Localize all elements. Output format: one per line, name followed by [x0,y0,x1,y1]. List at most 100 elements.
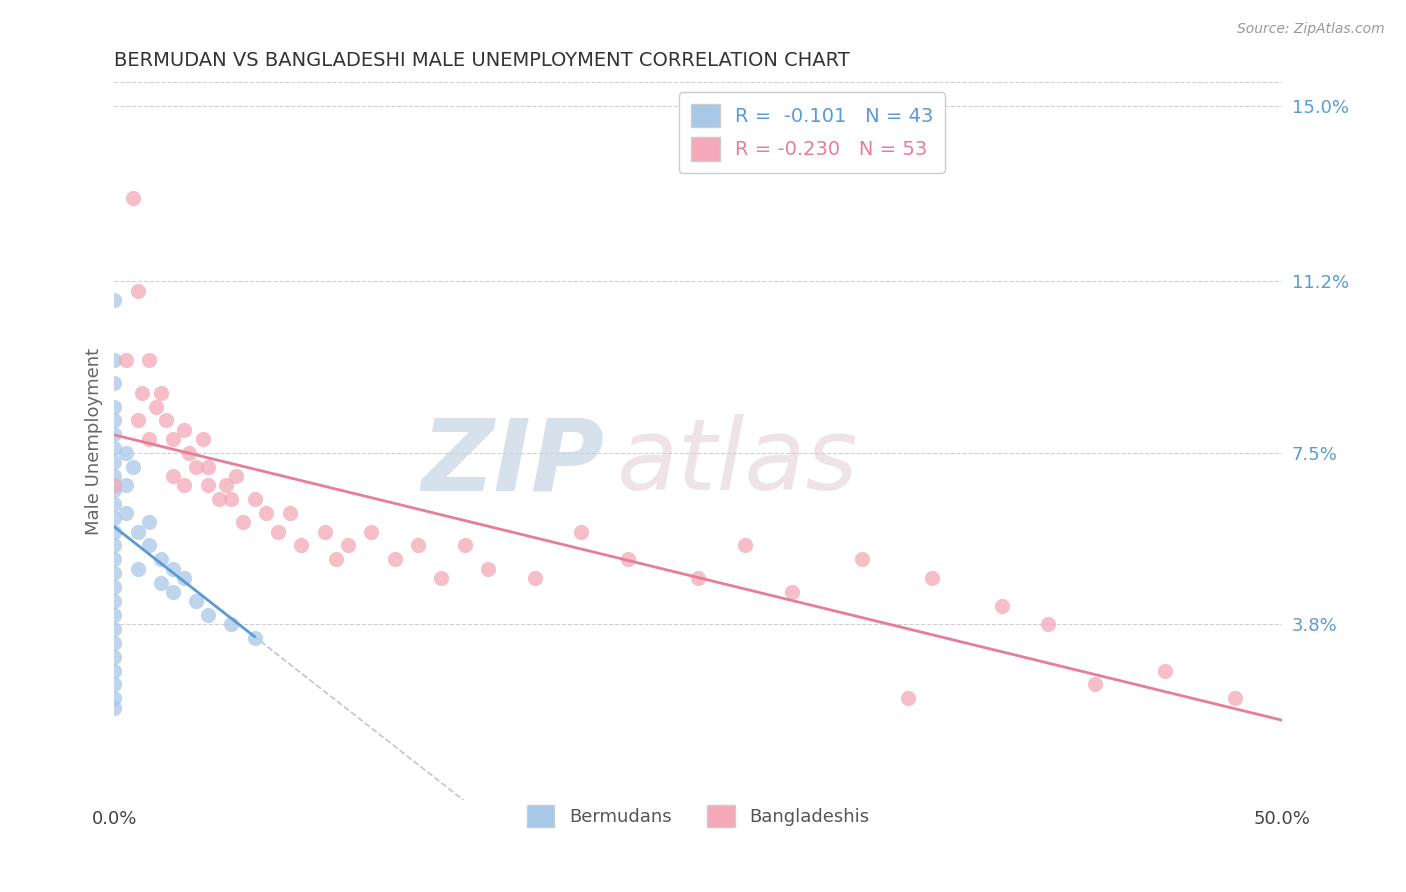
Point [103,483,125,497]
Point [150,575,173,590]
Point [173,571,195,585]
Point [138,353,160,368]
Text: Source: ZipAtlas.com: Source: ZipAtlas.com [1237,22,1385,37]
Point [115,506,138,520]
Point [1084,677,1107,691]
Point [267,524,290,539]
Point [122,191,145,205]
Point [138,539,160,553]
Point [103,691,125,706]
Point [162,432,184,446]
Point [1225,691,1247,706]
Point [243,631,266,645]
Point [225,469,247,483]
Point [115,446,138,460]
Point [131,385,153,400]
Point [278,506,301,520]
Point [103,469,125,483]
Point [103,376,125,391]
Point [103,622,125,636]
Point [103,478,125,492]
Point [173,423,195,437]
Point [138,516,160,530]
Point [197,459,219,474]
Point [103,580,125,594]
Point [145,400,167,414]
Point [197,478,219,492]
Point [290,539,312,553]
Point [103,293,125,307]
Point [384,552,406,566]
Point [232,516,254,530]
Point [688,571,710,585]
Point [103,566,125,581]
Point [360,524,382,539]
Text: ZIP: ZIP [422,414,605,511]
Point [734,539,756,553]
Point [103,636,125,650]
Point [336,539,359,553]
Point [173,478,195,492]
Point [897,691,920,706]
Point [103,539,125,553]
Point [1154,664,1177,678]
Point [162,584,184,599]
Point [155,413,177,427]
Point [430,571,453,585]
Point [1038,617,1060,632]
Point [103,664,125,678]
Point [990,599,1012,613]
Point [406,539,429,553]
Point [103,524,125,539]
Point [103,607,125,622]
Point [103,552,125,566]
Point [453,539,475,553]
Text: atlas: atlas [616,414,858,511]
Point [103,649,125,664]
Point [150,385,173,400]
Point [780,584,803,599]
Point [103,594,125,608]
Point [103,700,125,714]
Point [314,524,336,539]
Point [186,459,208,474]
Point [127,413,149,427]
Legend: Bermudans, Bangladeshis: Bermudans, Bangladeshis [520,797,876,834]
Point [103,677,125,691]
Point [851,552,873,566]
Text: BERMUDAN VS BANGLADESHI MALE UNEMPLOYMENT CORRELATION CHART: BERMUDAN VS BANGLADESHI MALE UNEMPLOYMEN… [114,51,851,70]
Point [103,413,125,427]
Point [523,571,546,585]
Point [103,455,125,469]
Point [103,497,125,511]
Point [219,617,242,632]
Point [103,510,125,524]
Point [122,459,145,474]
Point [115,478,138,492]
Point [103,353,125,368]
Point [103,441,125,455]
Point [103,427,125,442]
Y-axis label: Male Unemployment: Male Unemployment [86,348,103,535]
Point [162,469,184,483]
Point [571,524,593,539]
Point [191,432,214,446]
Point [243,492,266,507]
Point [162,561,184,575]
Point [127,561,149,575]
Point [197,607,219,622]
Point [150,552,173,566]
Point [254,506,277,520]
Point [208,492,231,507]
Point [477,561,499,575]
Point [921,571,943,585]
Point [138,432,160,446]
Point [186,594,208,608]
Point [325,552,347,566]
Point [617,552,640,566]
Point [115,353,138,368]
Point [215,478,238,492]
Point [219,492,242,507]
Point [127,284,149,298]
Point [103,400,125,414]
